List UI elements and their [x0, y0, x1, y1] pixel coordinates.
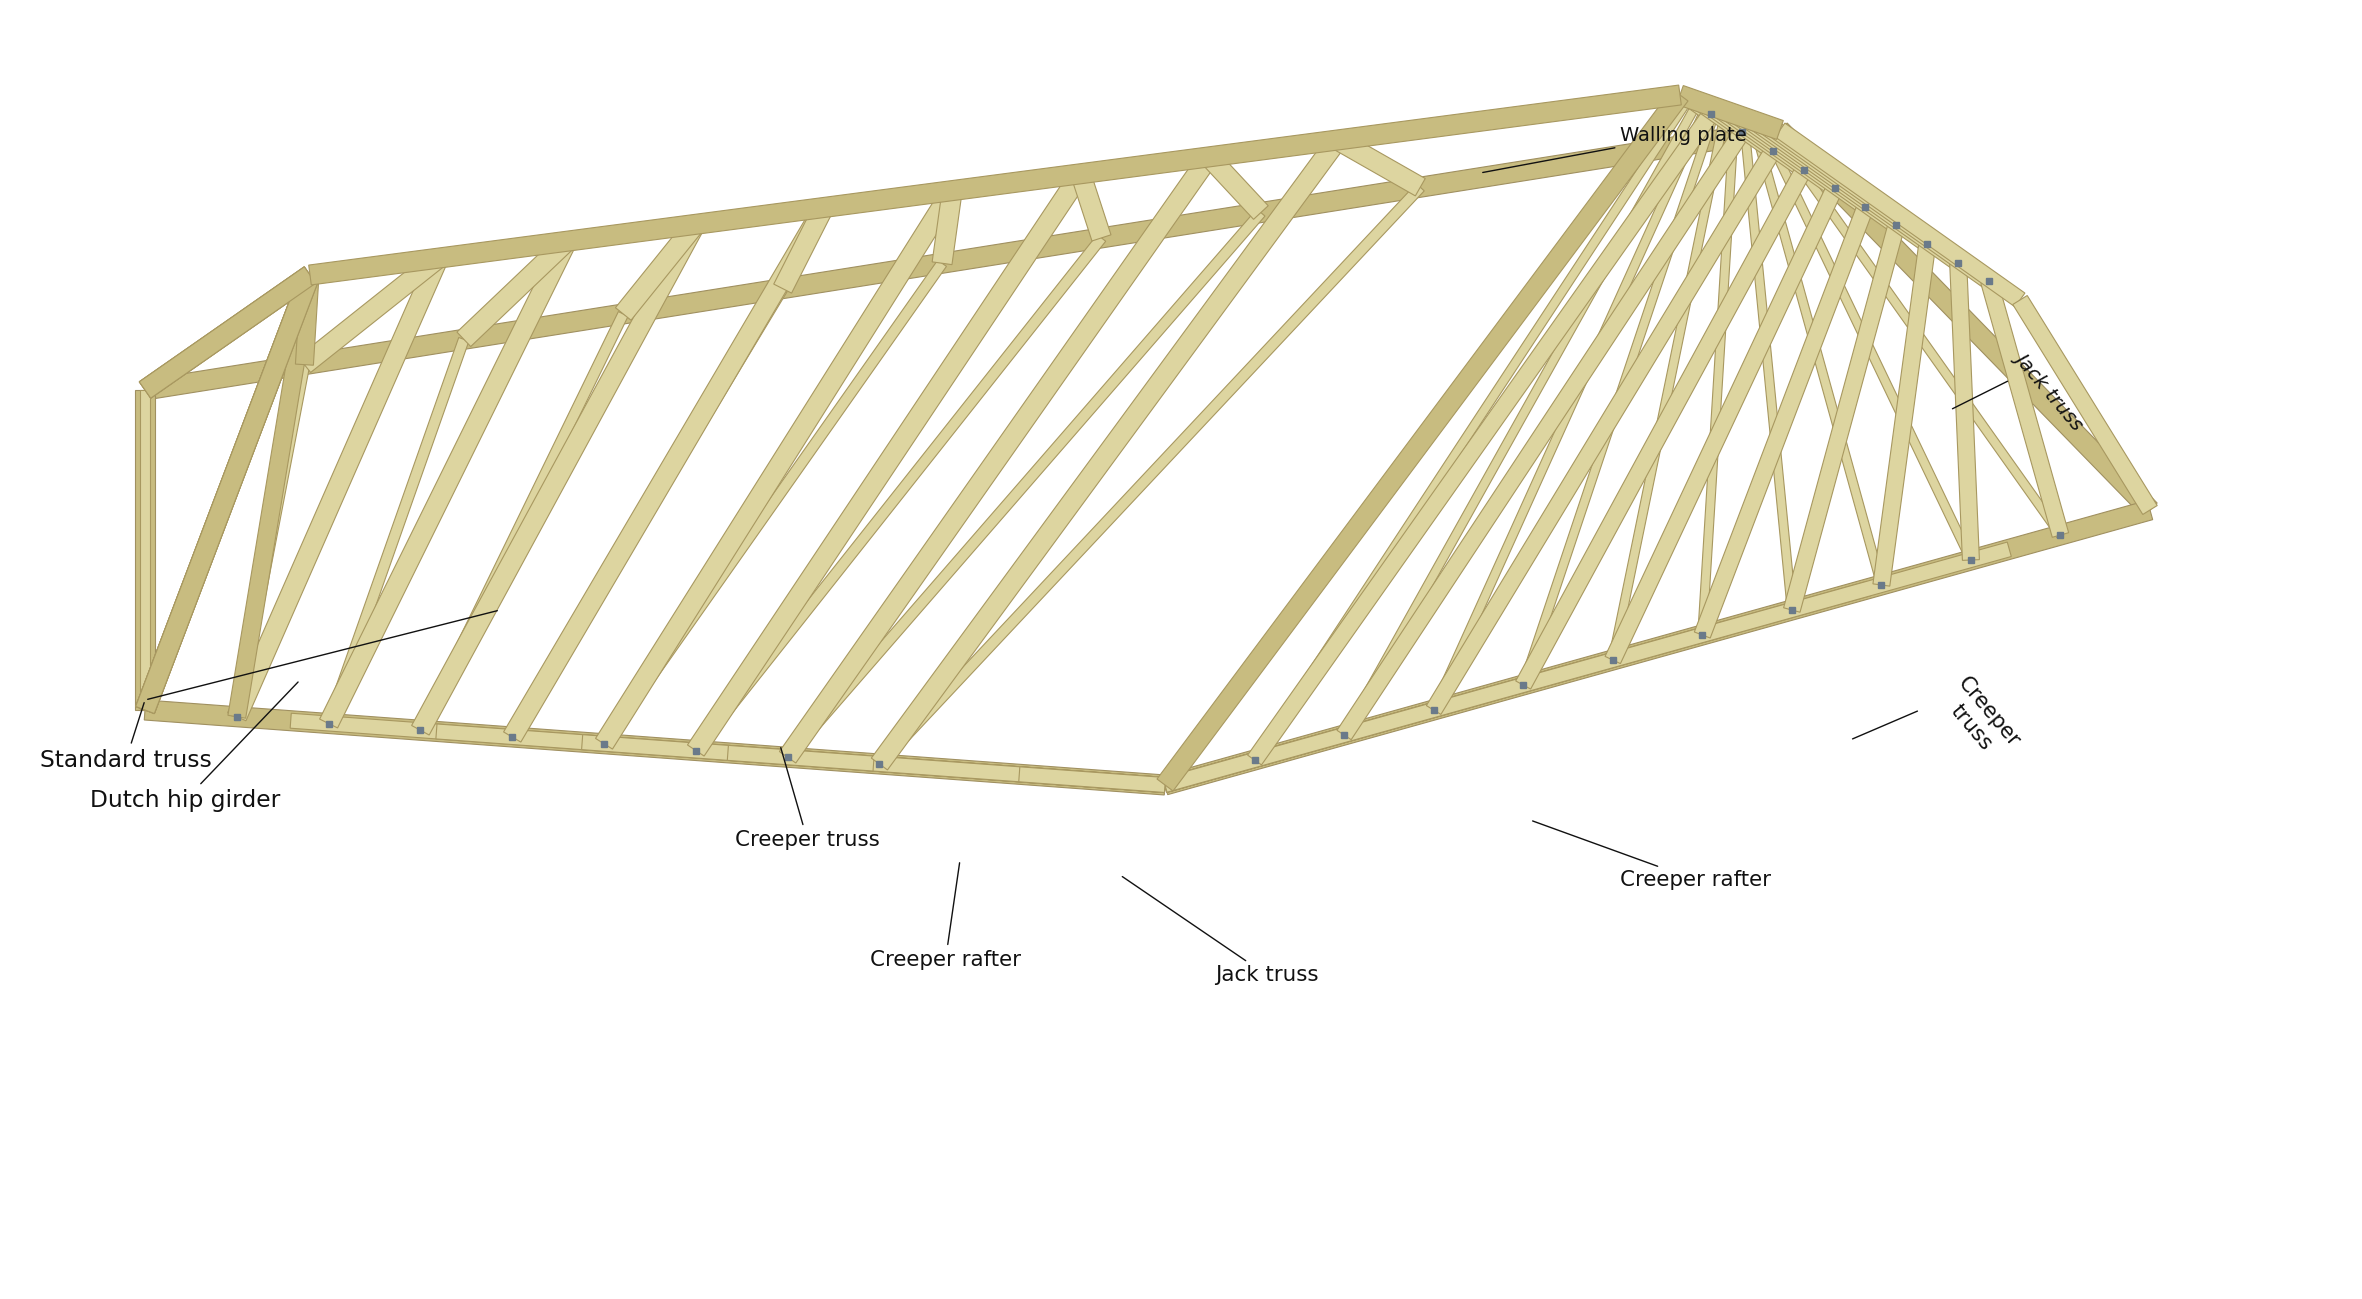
Polygon shape: [1982, 279, 2069, 538]
Polygon shape: [1712, 101, 1809, 177]
Polygon shape: [775, 203, 834, 294]
Text: Jack truss: Jack truss: [1122, 877, 1318, 985]
Polygon shape: [139, 266, 317, 399]
Polygon shape: [437, 724, 1164, 792]
Polygon shape: [135, 271, 319, 713]
Polygon shape: [1873, 243, 1937, 586]
Polygon shape: [1162, 739, 1309, 792]
Polygon shape: [1720, 104, 1840, 195]
Polygon shape: [1757, 122, 1975, 562]
Polygon shape: [135, 271, 319, 713]
Polygon shape: [1429, 103, 1712, 712]
Polygon shape: [324, 338, 470, 725]
Polygon shape: [1738, 117, 1795, 611]
Polygon shape: [874, 756, 1164, 792]
Text: Standard truss: Standard truss: [40, 703, 213, 772]
Polygon shape: [1684, 91, 1715, 121]
Polygon shape: [1339, 99, 1703, 738]
Polygon shape: [1162, 542, 2012, 792]
Polygon shape: [1427, 147, 1781, 714]
Polygon shape: [1694, 204, 1873, 638]
Polygon shape: [1609, 110, 1729, 661]
Polygon shape: [933, 190, 961, 265]
Polygon shape: [1729, 107, 1871, 214]
Polygon shape: [779, 151, 1216, 763]
Polygon shape: [295, 274, 319, 365]
Polygon shape: [1767, 125, 2064, 538]
Polygon shape: [1018, 766, 1164, 792]
Polygon shape: [1738, 110, 1901, 233]
Text: Creeper truss: Creeper truss: [735, 748, 879, 850]
Polygon shape: [1162, 582, 1871, 792]
Text: Walling plate: Walling plate: [1483, 126, 1746, 173]
Polygon shape: [1776, 123, 2024, 307]
Polygon shape: [1202, 151, 1268, 220]
Polygon shape: [503, 203, 831, 742]
Polygon shape: [1162, 621, 1729, 792]
Polygon shape: [291, 713, 1164, 792]
Polygon shape: [1070, 170, 1110, 242]
Polygon shape: [1606, 184, 1842, 664]
Polygon shape: [1337, 127, 1748, 739]
Polygon shape: [876, 183, 1424, 768]
Polygon shape: [1767, 120, 1994, 288]
Polygon shape: [784, 209, 1266, 761]
Polygon shape: [2012, 296, 2157, 514]
Polygon shape: [1774, 123, 2157, 517]
Polygon shape: [227, 274, 319, 718]
Polygon shape: [1748, 120, 1885, 586]
Polygon shape: [1332, 131, 1424, 196]
Polygon shape: [1252, 96, 1694, 763]
Polygon shape: [1694, 95, 1748, 139]
Text: Jack truss: Jack truss: [2012, 348, 2088, 433]
Polygon shape: [1677, 86, 1783, 139]
Polygon shape: [616, 218, 704, 321]
Polygon shape: [144, 700, 1167, 795]
Polygon shape: [227, 255, 446, 721]
Text: Creeper rafter: Creeper rafter: [869, 863, 1020, 970]
Polygon shape: [687, 168, 1089, 756]
Polygon shape: [1162, 660, 1590, 792]
Text: Creeper rafter: Creeper rafter: [1533, 821, 1772, 890]
Polygon shape: [692, 235, 1105, 753]
Polygon shape: [1516, 165, 1812, 688]
Polygon shape: [1748, 113, 1932, 251]
Polygon shape: [600, 260, 947, 747]
Polygon shape: [508, 286, 787, 740]
Polygon shape: [727, 746, 1164, 792]
Text: Dutch hip girder: Dutch hip girder: [90, 682, 298, 812]
Text: Creeper
truss: Creeper truss: [1937, 674, 2024, 766]
Polygon shape: [1783, 223, 1904, 612]
Polygon shape: [319, 236, 576, 727]
Polygon shape: [1757, 117, 1963, 270]
Polygon shape: [456, 234, 574, 347]
Polygon shape: [135, 271, 319, 713]
Polygon shape: [298, 251, 444, 373]
Polygon shape: [139, 390, 151, 711]
Polygon shape: [416, 312, 628, 733]
Polygon shape: [1157, 90, 1689, 791]
Polygon shape: [595, 186, 961, 750]
Polygon shape: [1162, 699, 1448, 792]
Polygon shape: [139, 266, 317, 399]
Polygon shape: [1698, 114, 1738, 635]
Polygon shape: [1247, 109, 1717, 765]
Polygon shape: [581, 735, 1164, 792]
Polygon shape: [1162, 500, 2152, 795]
Polygon shape: [144, 120, 1781, 400]
Polygon shape: [309, 86, 1682, 284]
Polygon shape: [139, 266, 317, 399]
Polygon shape: [231, 364, 309, 718]
Polygon shape: [135, 271, 319, 713]
Polygon shape: [872, 134, 1346, 770]
Polygon shape: [1519, 107, 1720, 686]
Polygon shape: [1949, 262, 1979, 560]
Polygon shape: [135, 390, 156, 711]
Polygon shape: [1703, 97, 1779, 158]
Polygon shape: [411, 220, 704, 735]
